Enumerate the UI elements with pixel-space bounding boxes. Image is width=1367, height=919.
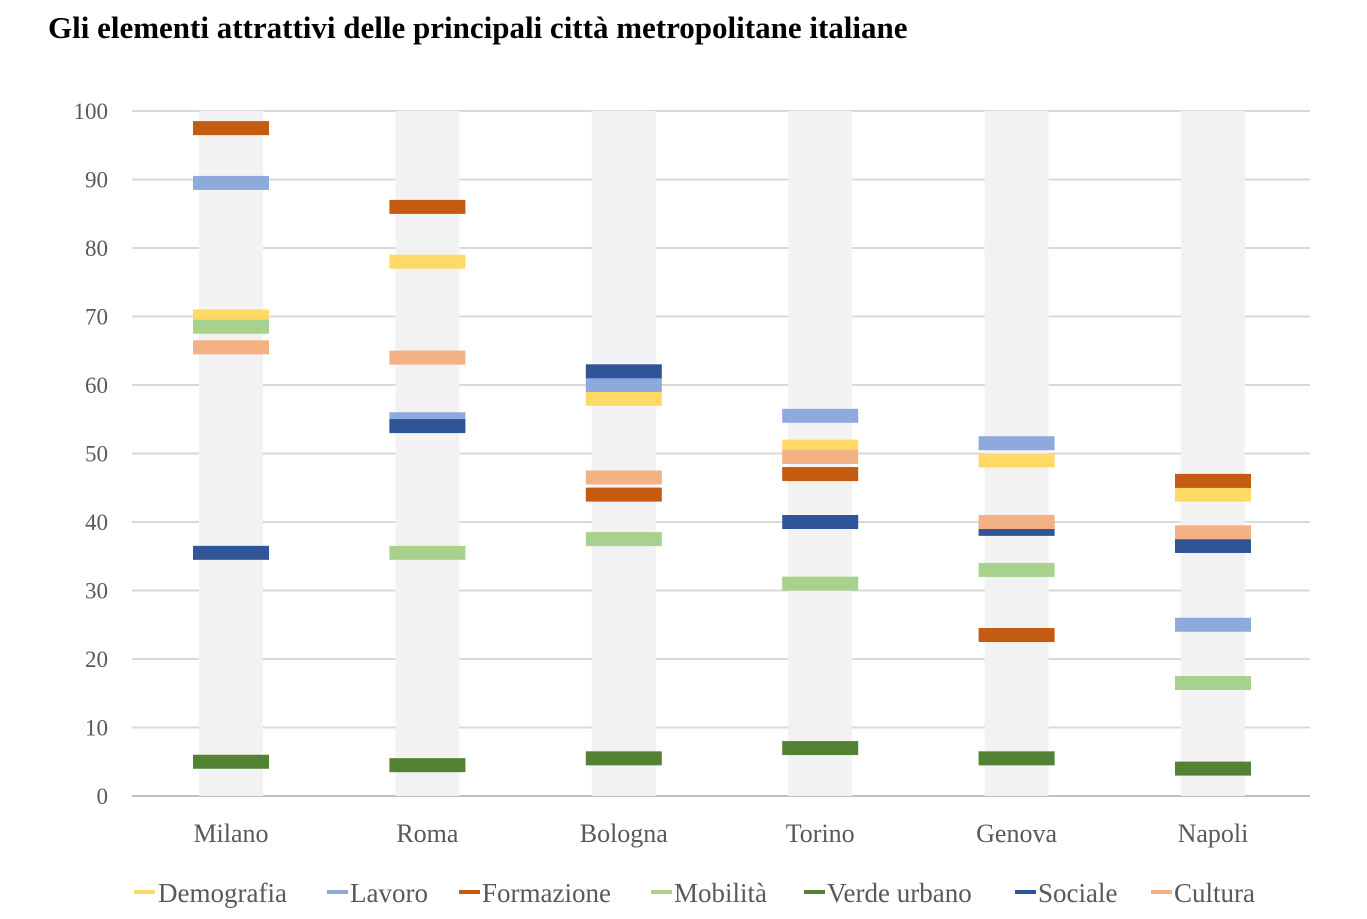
data-mark-formazione xyxy=(193,121,269,136)
y-axis-ticks: 0 10 20 30 40 50 60 70 80 90 100 xyxy=(74,99,109,809)
data-mark-cultura xyxy=(389,350,466,365)
data-mark-demografia xyxy=(1175,487,1251,502)
legend-label: Verde urbano xyxy=(827,878,972,908)
data-mark-demografia xyxy=(585,391,662,406)
legend: Demografia Lavoro Formazione Mobilità Verde … xyxy=(134,878,1255,908)
data-mark-mobilit- xyxy=(782,576,859,591)
column-background xyxy=(395,111,460,796)
data-mark-mobilit- xyxy=(1175,675,1251,690)
y-tick-label: 90 xyxy=(85,168,108,193)
x-category-label: Bologna xyxy=(580,819,669,848)
x-category-label: Napoli xyxy=(1178,819,1249,848)
data-mark-mobilit- xyxy=(389,545,466,560)
y-tick-label: 30 xyxy=(85,579,108,604)
y-tick-label: 60 xyxy=(85,373,108,398)
y-tick-label: 100 xyxy=(74,99,109,124)
grid-layer xyxy=(132,110,1310,797)
data-mark-verde-urbano xyxy=(782,741,859,756)
data-mark-lavoro xyxy=(585,378,662,392)
y-tick-label: 80 xyxy=(85,236,108,261)
legend-label: Lavoro xyxy=(350,878,428,908)
x-category-label: Roma xyxy=(396,819,459,848)
data-mark-sociale xyxy=(782,515,859,529)
x-axis-categories: Milano Roma Bologna Torino Genova Napoli xyxy=(193,819,1248,848)
data-mark-formazione xyxy=(782,467,859,482)
data-mark-formazione xyxy=(585,487,662,502)
data-mark-verde-urbano xyxy=(1175,761,1251,776)
y-tick-label: 50 xyxy=(85,442,108,467)
data-mark-cultura xyxy=(782,449,859,464)
data-mark-formazione xyxy=(389,199,466,214)
data-mark-cultura xyxy=(193,340,269,355)
data-mark-cultura xyxy=(1175,525,1251,540)
y-tick-label: 70 xyxy=(85,305,108,330)
column-background xyxy=(1181,111,1245,796)
data-mark-demografia xyxy=(389,254,466,269)
data-mark-mobilit- xyxy=(585,532,662,547)
column-background xyxy=(199,111,263,796)
data-mark-mobilit- xyxy=(978,562,1055,577)
legend-label: Cultura xyxy=(1174,878,1255,908)
legend-label: Mobilità xyxy=(674,878,767,908)
y-tick-label: 0 xyxy=(97,784,109,809)
data-mark-lavoro xyxy=(1175,617,1251,632)
chart-title: Gli elementi attrattivi delle principali… xyxy=(48,10,908,45)
data-mark-sociale xyxy=(389,419,466,434)
x-category-label: Genova xyxy=(976,819,1057,848)
data-mark-sociale xyxy=(193,545,269,560)
data-mark-verde-urbano xyxy=(389,758,466,773)
data-mark-lavoro xyxy=(782,408,859,423)
legend-label: Sociale xyxy=(1038,878,1117,908)
data-mark-mobilit- xyxy=(193,319,269,334)
data-mark-cultura xyxy=(585,470,662,485)
data-marks xyxy=(193,121,1251,776)
data-mark-verde-urbano xyxy=(585,751,662,766)
data-mark-sociale xyxy=(585,364,662,379)
y-tick-label: 20 xyxy=(85,647,108,672)
y-tick-label: 40 xyxy=(85,510,108,535)
x-category-label: Torino xyxy=(786,819,855,848)
legend-label: Formazione xyxy=(482,878,611,908)
data-mark-lavoro xyxy=(978,436,1055,451)
column-background xyxy=(591,111,656,796)
data-mark-formazione xyxy=(978,628,1055,643)
y-tick-label: 10 xyxy=(85,716,108,741)
data-mark-sociale xyxy=(1175,538,1251,553)
data-mark-demografia xyxy=(978,453,1055,468)
data-mark-cultura xyxy=(978,515,1055,529)
legend-label: Demografia xyxy=(158,878,287,908)
data-mark-verde-urbano xyxy=(193,754,269,769)
data-mark-verde-urbano xyxy=(978,751,1055,766)
data-mark-lavoro xyxy=(193,175,269,190)
data-mark-formazione xyxy=(1175,473,1251,488)
x-category-label: Milano xyxy=(193,819,268,848)
